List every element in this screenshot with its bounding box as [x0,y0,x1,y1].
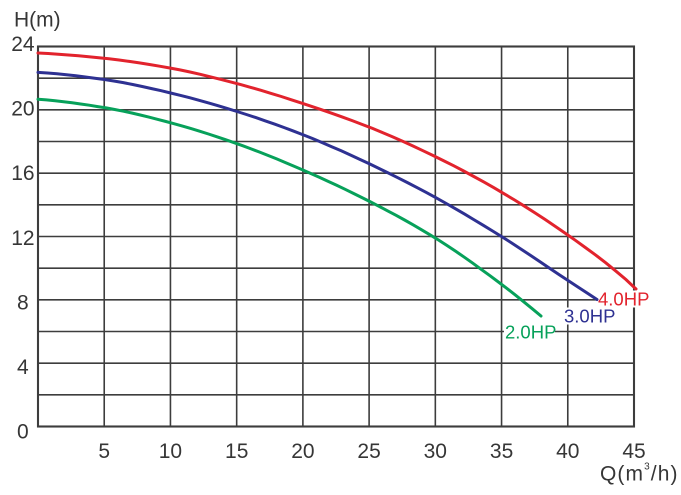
svg-text:25: 25 [357,440,380,463]
svg-text:3.0HP: 3.0HP [564,306,615,327]
svg-text:4.0HP: 4.0HP [598,289,649,310]
svg-text:5: 5 [98,440,110,463]
svg-text:0: 0 [17,421,29,444]
svg-text:2.0HP: 2.0HP [505,322,556,343]
svg-text:15: 15 [225,440,248,463]
svg-text:45: 45 [622,440,645,463]
svg-text:30: 30 [424,440,447,463]
svg-text:12: 12 [11,227,34,250]
svg-text:10: 10 [159,440,182,463]
svg-text:40: 40 [556,440,579,463]
svg-text:24: 24 [11,33,35,56]
svg-text:20: 20 [11,98,34,121]
svg-text:35: 35 [490,440,513,463]
svg-text:Q(m3/h): Q(m3/h) [600,462,679,486]
svg-text:8: 8 [17,291,29,314]
svg-text:20: 20 [291,440,314,463]
svg-text:16: 16 [11,162,34,185]
svg-text:H(m): H(m) [14,8,61,31]
svg-text:4: 4 [17,356,29,379]
